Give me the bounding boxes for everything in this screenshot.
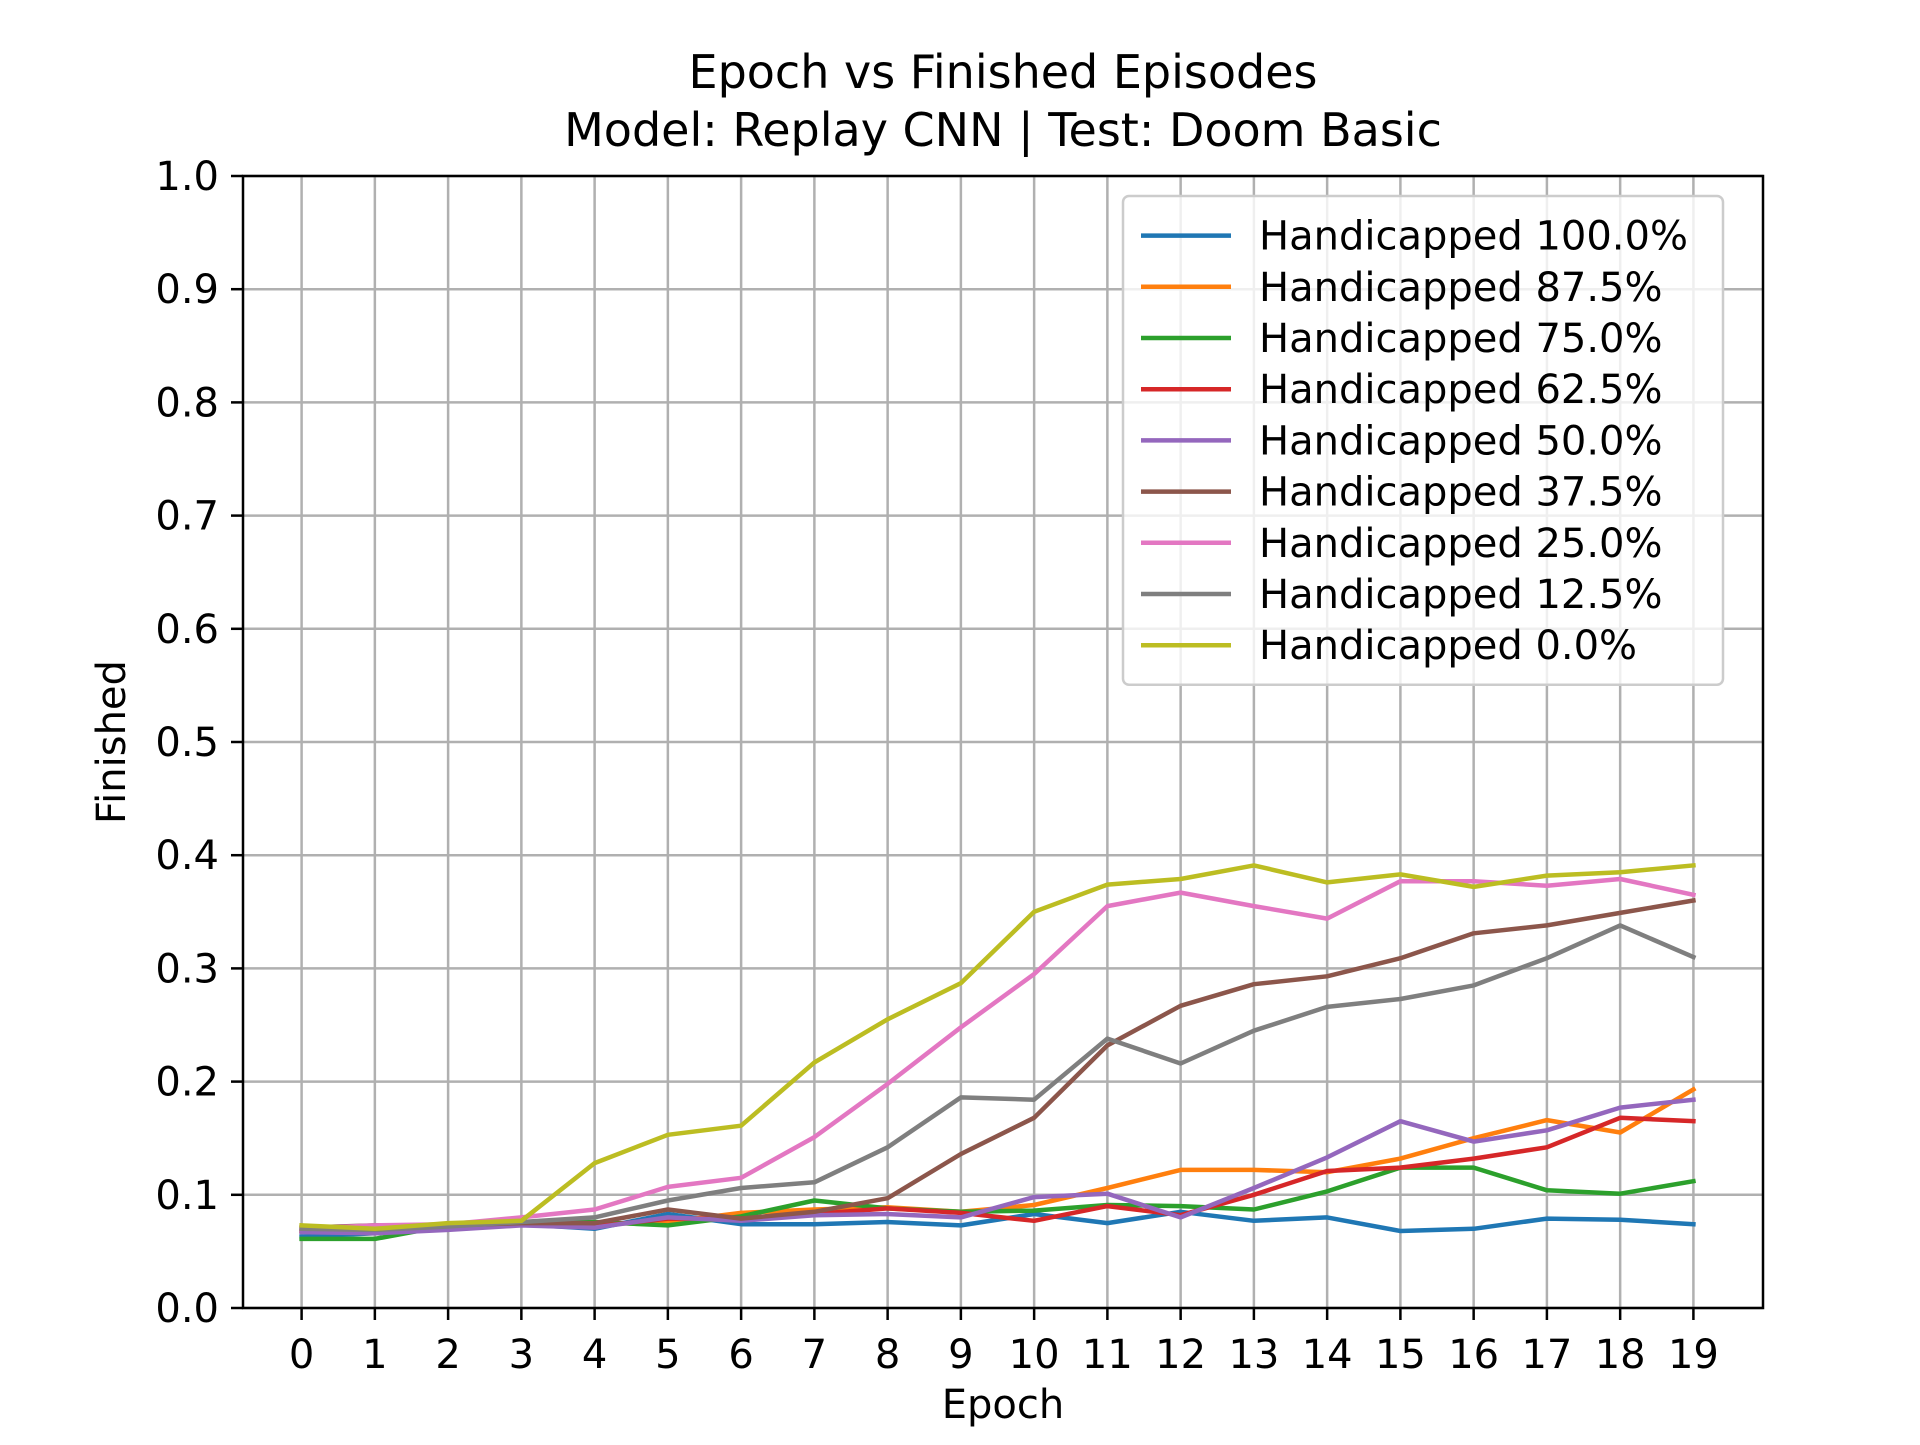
series-lines xyxy=(299,862,1697,1242)
series-line-7 xyxy=(299,923,1697,1233)
legend-label: Handicapped 12.5% xyxy=(1259,572,1663,618)
series-line-6 xyxy=(299,876,1697,1232)
x-tick-label: 18 xyxy=(1595,1332,1646,1378)
y-tick-label: 0.1 xyxy=(155,1173,219,1219)
ticks: 0 1 2 3 4 5 6 7 8 9 10 11 12 13 14 15 16 17 18 190.00.10.20… xyxy=(155,154,1718,1378)
y-tick-label: 0.9 xyxy=(155,267,219,313)
legend-label: Handicapped 37.5% xyxy=(1259,470,1663,516)
y-tick-label: 0.0 xyxy=(155,1286,219,1332)
x-tick-label: 6 xyxy=(728,1332,753,1378)
x-tick-label: 17 xyxy=(1521,1332,1572,1378)
x-tick-label: 3 xyxy=(509,1332,534,1378)
legend-label: Handicapped 100.0% xyxy=(1259,214,1688,260)
legend-label: Handicapped 50.0% xyxy=(1259,418,1663,464)
x-axis-label: Epoch xyxy=(942,1382,1064,1428)
y-tick-label: 1.0 xyxy=(155,154,219,200)
y-tick-label: 0.2 xyxy=(155,1060,219,1106)
series-line-4 xyxy=(299,1097,1696,1236)
x-tick-label: 7 xyxy=(802,1332,827,1378)
x-tick-label: 12 xyxy=(1155,1332,1206,1378)
x-tick-label: 16 xyxy=(1448,1332,1499,1378)
legend: Handicapped 100.0% Handicapped 87.5% Handi… xyxy=(1121,194,1725,687)
y-axis-label: Finished xyxy=(89,660,135,824)
y-tick-label: 0.6 xyxy=(155,607,219,653)
y-tick-label: 0.5 xyxy=(155,720,219,766)
x-tick-label: 10 xyxy=(1009,1332,1060,1378)
x-tick-label: 13 xyxy=(1228,1332,1279,1378)
legend-box xyxy=(1121,194,1725,687)
legend-label: Handicapped 62.5% xyxy=(1259,367,1663,413)
chart-subtitle: Model: Replay CNN | Test: Doom Basic xyxy=(564,103,1442,158)
x-tick-label: 19 xyxy=(1668,1332,1719,1378)
chart-title: Epoch vs Finished Episodes xyxy=(689,45,1318,99)
x-tick-label: 11 xyxy=(1082,1332,1133,1378)
series-line-8 xyxy=(299,862,1696,1232)
y-tick-label: 0.7 xyxy=(155,494,219,540)
legend-label: Handicapped 75.0% xyxy=(1259,316,1663,362)
y-tick-label: 0.8 xyxy=(155,380,219,426)
x-tick-label: 2 xyxy=(435,1332,460,1378)
legend-label: Handicapped 0.0% xyxy=(1259,623,1637,669)
x-tick-label: 5 xyxy=(655,1332,680,1378)
x-tick-label: 0 xyxy=(289,1332,314,1378)
y-tick-label: 0.4 xyxy=(155,833,219,879)
x-tick-label: 14 xyxy=(1302,1332,1353,1378)
y-tick-label: 0.3 xyxy=(155,946,219,992)
x-tick-label: 9 xyxy=(948,1332,973,1378)
legend-label: Handicapped 25.0% xyxy=(1259,521,1663,567)
x-tick-label: 1 xyxy=(362,1332,387,1378)
x-tick-label: 8 xyxy=(875,1332,900,1378)
x-tick-label: 4 xyxy=(582,1332,607,1378)
legend-label: Handicapped 87.5% xyxy=(1259,265,1663,311)
x-tick-label: 15 xyxy=(1375,1332,1426,1378)
